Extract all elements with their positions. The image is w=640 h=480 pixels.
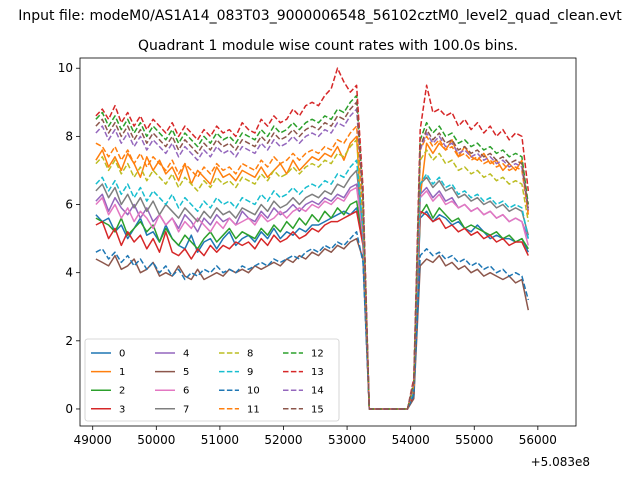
legend-label-13: 13: [311, 367, 324, 378]
legend-label-3: 3: [119, 404, 125, 415]
legend-label-7: 7: [183, 404, 189, 415]
series-layer: [95, 67, 530, 410]
legend-label-9: 9: [247, 367, 253, 378]
series-line-5: [95, 237, 530, 410]
x-tick-label: 53000: [328, 433, 366, 447]
y-tick-label: 0: [65, 402, 73, 416]
y-axis: 0 2 4 6 8 10: [58, 61, 80, 416]
x-tick-label: 51000: [201, 433, 239, 447]
legend-label-1: 1: [119, 367, 125, 378]
series-line-3: [95, 210, 529, 410]
x-tick-label: 55000: [455, 433, 493, 447]
x-axis: 49000 50000 51000 52000 53000 54000 55000 56000: [74, 426, 557, 447]
legend-label-0: 0: [119, 349, 125, 360]
y-tick-label: 8: [65, 129, 73, 143]
x-tick-label: 56000: [519, 433, 557, 447]
plot-frame: [79, 57, 577, 427]
legend-label-8: 8: [247, 349, 253, 360]
x-tick-label: 54000: [392, 433, 430, 447]
chart-suptitle: Input file: modeM0/AS1A14_083T03_9000006…: [18, 8, 622, 24]
legend-label-5: 5: [183, 367, 189, 378]
series-line-12: [95, 94, 530, 410]
chart-title: Quadrant 1 module wise count rates with …: [138, 38, 518, 54]
y-tick-label: 6: [65, 198, 73, 212]
series-line-8: [95, 139, 530, 410]
legend-label-11: 11: [247, 404, 260, 415]
series-line-6: [95, 186, 530, 410]
legend-label-2: 2: [119, 386, 125, 397]
x-tick-label: 50000: [137, 433, 175, 447]
y-tick-label: 4: [65, 266, 73, 280]
legend-box: [84, 338, 340, 422]
x-tick-label: 49000: [74, 433, 112, 447]
y-tick-label: 2: [65, 334, 73, 348]
legend-label-4: 4: [183, 349, 189, 360]
series-line-0: [95, 207, 529, 410]
y-tick-label: 10: [58, 61, 73, 75]
legend-label-14: 14: [311, 386, 324, 397]
legend-label-6: 6: [183, 386, 189, 397]
series-line-7: [95, 169, 530, 410]
series-line-9: [95, 159, 530, 410]
legend-label-12: 12: [311, 349, 324, 360]
series-line-10: [95, 231, 530, 410]
series-line-11: [95, 125, 530, 410]
series-line-15: [95, 101, 530, 410]
series-line-13: [95, 67, 530, 410]
legend-label-10: 10: [247, 386, 260, 397]
series-line-2: [95, 200, 529, 410]
x-tick-label: 52000: [264, 433, 302, 447]
series-line-14: [95, 108, 530, 410]
x-offset-label: +5.083e8: [531, 455, 590, 469]
legend-label-15: 15: [311, 404, 324, 415]
